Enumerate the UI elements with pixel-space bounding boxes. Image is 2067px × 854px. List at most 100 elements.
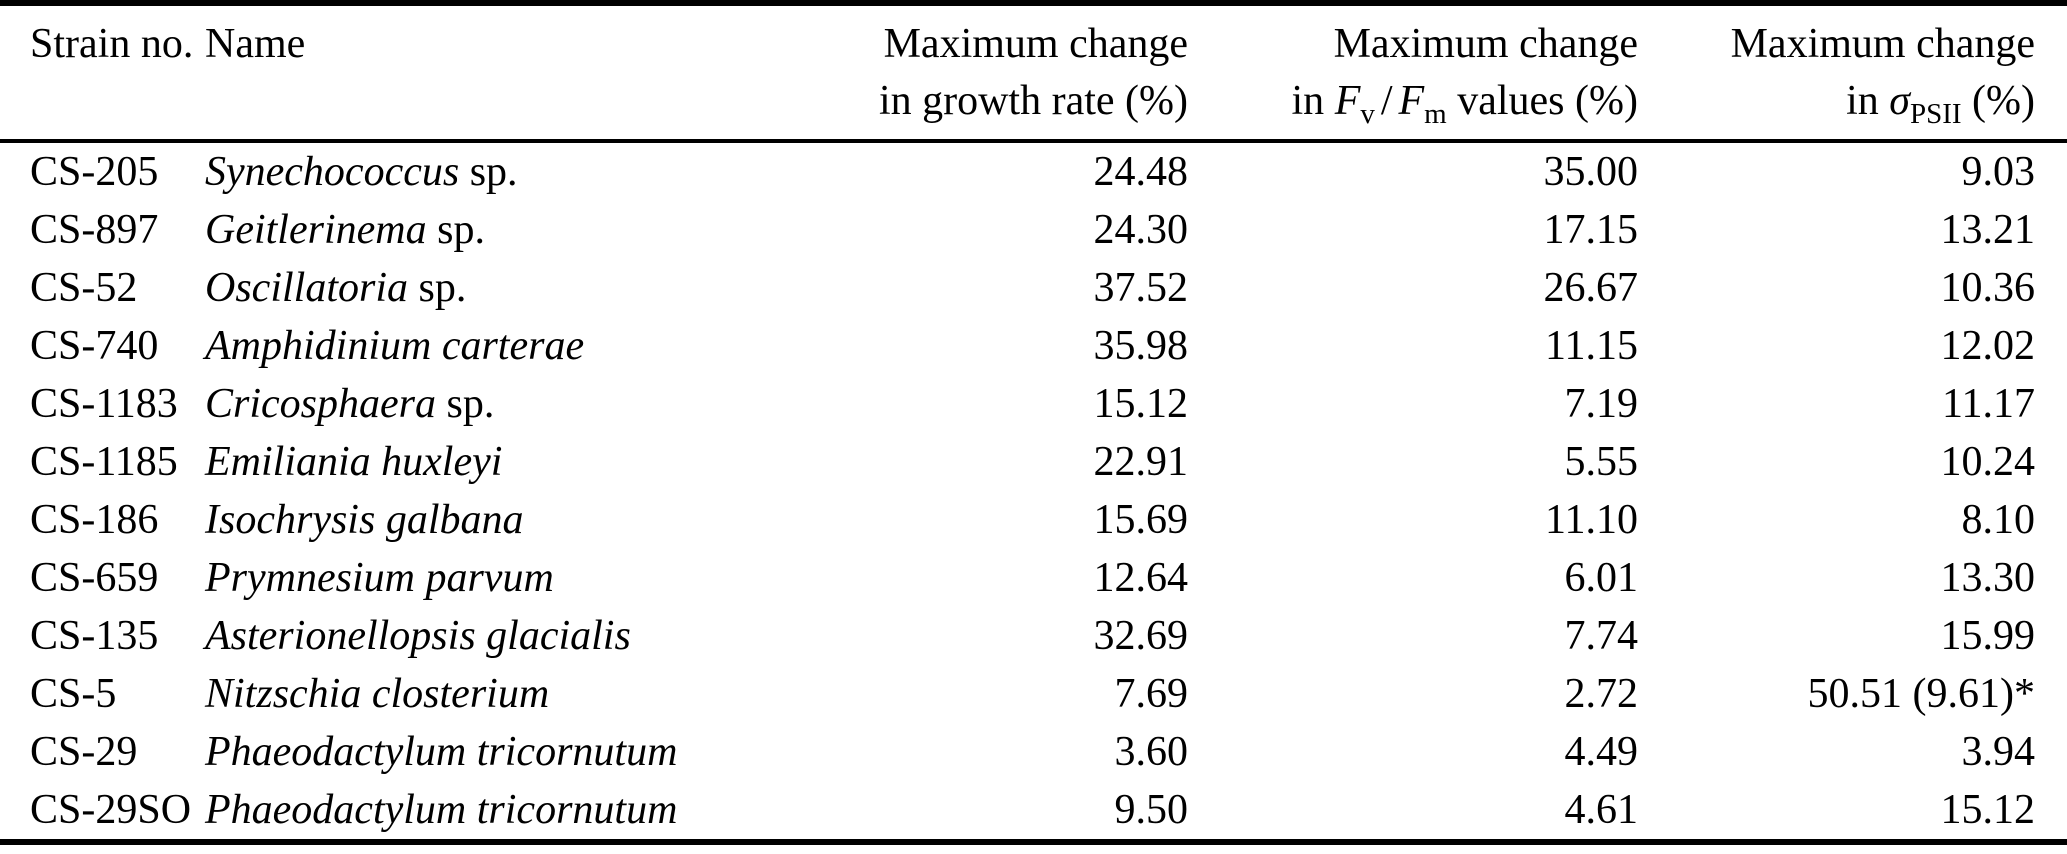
species-name: Asterionellopsis glacialis [205,613,631,659]
growth-rate-cell: 3.60 [705,723,1189,781]
col-header-growth-rate: Maximum change in growth rate (%) [705,3,1188,141]
name-cell: Amphidinium carterae [205,317,705,375]
name-cell: Prymnesium parvum [205,549,705,607]
fvfm-cell: 11.10 [1188,491,1638,549]
growth-rate-value: 12.64 [1093,555,1189,601]
fvfm-value: 26.67 [1543,265,1639,311]
table-row: CS-186 Isochrysis galbana 15.69 11.10 8.10 [0,491,2067,549]
growth-rate-cell: 22.91 [705,433,1189,491]
sigma-psii-cell: 10.24 [1638,433,2067,491]
fvfm-cell: 4.61 [1188,781,1639,842]
name-cell: Emiliania huxleyi [205,433,705,491]
header-label-line1: Maximum change [1730,21,2035,67]
species-suffix: sp. [459,149,518,195]
fvfm-cell: 7.74 [1188,607,1639,665]
strain-no: CS-52 [30,265,138,311]
strain-no-cell: CS-186 [0,491,205,549]
species-suffix: sp. [436,381,495,427]
fvfm-cell: 2.72 [1188,665,1639,723]
strain-no: CS-1183 [30,381,178,427]
strain-no-cell: CS-135 [0,607,205,665]
species-name: Cricosphaera [205,381,436,427]
name-cell: Cricosphaera sp. [205,375,705,433]
fvfm-value: 35.00 [1543,149,1639,195]
species-name: Prymnesium parvum [205,555,554,601]
growth-rate-value: 22.91 [1093,439,1189,485]
strain-no-cell: CS-659 [0,549,205,607]
sigma-symbol: σ [1889,78,1910,124]
fvfm-value: 11.15 [1545,323,1638,369]
col-header-fvfm: Maximum change in Fv / Fm values (%) [1188,3,1638,141]
species-name: Isochrysis galbana [205,497,524,543]
fvfm-slash: / [1380,78,1393,124]
growth-rate-cell: 24.48 [705,141,1189,201]
sigma-psii-value: 15.12 [1940,787,2036,833]
growth-rate-value: 37.52 [1093,265,1189,311]
growth-rate-value: 15.12 [1093,381,1189,427]
name-cell: Isochrysis galbana [205,491,705,549]
species-name: Synechococcus [205,149,460,195]
strain-no: CS-5 [30,671,117,717]
table-row: CS-5 Nitzschia closterium 7.69 2.72 50.51 (9… [0,665,2067,723]
col-header-name: Name [205,3,705,141]
growth-rate-value: 32.69 [1093,613,1189,659]
name-cell: Synechococcus sp. [205,141,705,201]
header-label: Strain no. [30,21,194,67]
species-name: Amphidinium carterae [205,323,585,369]
name-cell: Asterionellopsis glacialis [205,607,705,665]
table-row: CS-740 Amphidinium carterae 35.98 11.15 12.0… [0,317,2067,375]
growth-rate-value: 24.30 [1093,207,1189,253]
sigma-psii-value: 8.10 [1961,497,2036,543]
growth-rate-cell: 7.69 [705,665,1189,723]
fvfm-cell: 6.01 [1188,549,1639,607]
strain-no-cell: CS-740 [0,317,205,375]
species-name: Phaeodactylum tricornutum [205,729,678,775]
name-cell: Phaeodactylum tricornutum [205,781,705,842]
fvfm-value: 4.61 [1564,787,1639,833]
growth-rate-cell: 37.52 [705,259,1189,317]
growth-rate-cell: 35.98 [705,317,1189,375]
species-suffix: sp. [408,265,467,311]
strain-no-cell: CS-29SO [0,781,205,842]
growth-rate-cell: 32.69 [705,607,1189,665]
growth-rate-cell: 24.30 [705,201,1189,259]
sigma-subscript: PSII [1909,98,1962,130]
col-header-strain-no: Strain no. [0,3,205,141]
strain-no-cell: CS-1185 [0,433,205,491]
sigma-psii-value: 11.17 [1942,381,2035,427]
fvfm-prefix: in [1291,78,1335,124]
growth-rate-cell: 15.12 [705,375,1189,433]
species-suffix: sp. [426,207,485,253]
header-label: Name [205,21,306,67]
sigma-psii-value: 50.51 (9.61)* [1807,671,2035,717]
sigma-psii-cell: 10.36 [1638,259,2067,317]
species-name: Oscillatoria [205,265,409,311]
header-row: Strain no. Name Maximum change in growth… [0,3,2067,141]
table-row: CS-897 Geitlerinema sp. 24.30 17.15 13.21 [0,201,2067,259]
sigma-psii-value: 13.21 [1940,207,2036,253]
growth-rate-cell: 15.69 [705,491,1189,549]
fvfm-cell: 17.15 [1188,201,1639,259]
table-row: CS-205 Synechococcus sp. 24.48 35.00 9.03 [0,141,2067,201]
growth-rate-value: 15.69 [1093,497,1189,543]
fm-symbol: F [1398,78,1425,124]
fvfm-value: 17.15 [1543,207,1639,253]
name-cell: Oscillatoria sp. [205,259,705,317]
strain-no: CS-29 [30,729,138,775]
sigma-suffix: (%) [1961,78,2035,124]
table-row: CS-29 Phaeodactylum tricornutum 3.60 4.49 3.… [0,723,2067,781]
strain-no-cell: CS-205 [0,141,205,201]
header-label-line2: in Fv / Fm values (%) [1188,73,1638,130]
header-label-line1: Maximum change [883,21,1188,67]
growth-rate-value: 24.48 [1093,149,1189,195]
strain-no-cell: CS-1183 [0,375,205,433]
header-label-line2: in growth rate (%) [878,78,1188,124]
table-row: CS-29SO Phaeodactylum tricornutum 9.50 4.61… [0,781,2067,842]
fvfm-value: 11.10 [1545,497,1638,543]
fvfm-value: 7.19 [1564,381,1639,427]
strain-no: CS-29SO [30,787,192,833]
sigma-psii-value: 10.36 [1940,265,2036,311]
strain-no-cell: CS-52 [0,259,205,317]
